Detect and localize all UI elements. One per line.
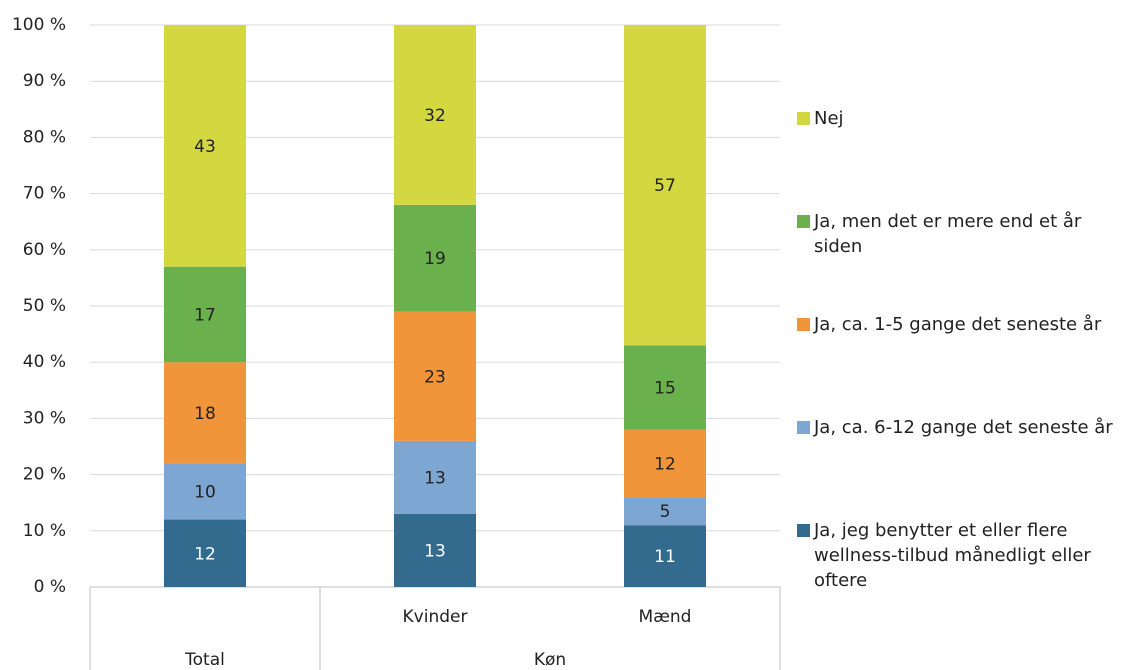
- x-tick-label: Kvinder: [403, 607, 468, 627]
- bar-segment: [624, 429, 706, 498]
- legend-label: Ja, jeg benytter et eller flere wellness…: [814, 520, 1091, 591]
- bar-segment: [164, 266, 246, 363]
- legend-label: Ja, men det er mere end et år siden: [814, 211, 1082, 257]
- bar-segment: [164, 362, 246, 464]
- legend-item: Ja, jeg benytter et eller flere wellness…: [797, 518, 1127, 621]
- data-label: 15: [654, 378, 676, 398]
- data-label: 12: [654, 454, 676, 474]
- bar-segment: [624, 345, 706, 430]
- bar-segment: [164, 519, 246, 587]
- data-label: 19: [424, 249, 446, 269]
- data-label: 43: [194, 137, 216, 157]
- data-label: 10: [194, 482, 216, 502]
- legend-label: Ja, ca. 6-12 gange det seneste år: [814, 417, 1113, 438]
- y-tick-label: 30 %: [23, 408, 66, 428]
- y-tick-label: 40 %: [23, 352, 66, 372]
- data-label: 57: [654, 176, 676, 196]
- bar-segment: [624, 497, 706, 526]
- legend-swatch: [797, 112, 810, 125]
- legend-swatch: [797, 318, 810, 331]
- legend-swatch: [797, 421, 810, 434]
- legend-item: Ja, ca. 1-5 gange det seneste år: [797, 312, 1127, 415]
- legend-item: Ja, men det er mere end et år siden: [797, 209, 1127, 312]
- bar-segment: [394, 440, 476, 514]
- data-label: 23: [424, 367, 446, 387]
- y-tick-label: 20 %: [23, 465, 66, 485]
- bar-segment: [394, 311, 476, 441]
- legend-label: Ja, ca. 1-5 gange det seneste år: [814, 314, 1102, 335]
- bar-segment: [624, 25, 706, 346]
- bar-segment: [164, 463, 246, 520]
- data-label: 18: [194, 404, 216, 424]
- group-label: Køn: [534, 650, 566, 670]
- y-tick-label: 0 %: [34, 577, 66, 597]
- bar-segment: [394, 25, 476, 205]
- data-label: 13: [424, 541, 446, 561]
- data-label: 13: [424, 468, 446, 488]
- y-tick-label: 80 %: [23, 127, 66, 147]
- bar-segment: [624, 525, 706, 587]
- bar-segment: [394, 513, 476, 587]
- legend-label: Nej: [814, 108, 844, 129]
- legend-item: Nej: [797, 106, 1127, 209]
- y-tick-label: 50 %: [23, 296, 66, 316]
- legend-swatch: [797, 215, 810, 228]
- y-tick-label: 70 %: [23, 184, 66, 204]
- y-tick-label: 100 %: [12, 15, 66, 35]
- data-label: 17: [194, 305, 216, 325]
- x-tick-label: Mænd: [639, 607, 692, 627]
- group-label: Total: [184, 650, 225, 670]
- y-tick-label: 60 %: [23, 240, 66, 260]
- data-label: 5: [660, 502, 671, 522]
- data-label: 32: [424, 106, 446, 126]
- data-label: 11: [654, 547, 676, 567]
- bar-segment: [164, 25, 246, 267]
- data-label: 12: [194, 544, 216, 564]
- y-tick-label: 90 %: [23, 71, 66, 91]
- legend-item: Ja, ca. 6-12 gange det seneste år: [797, 415, 1127, 518]
- y-tick-label: 10 %: [23, 521, 66, 541]
- bar-segment: [394, 204, 476, 312]
- legend: Nej Ja, men det er mere end et år siden Ja…: [797, 106, 1127, 621]
- legend-swatch: [797, 524, 810, 537]
